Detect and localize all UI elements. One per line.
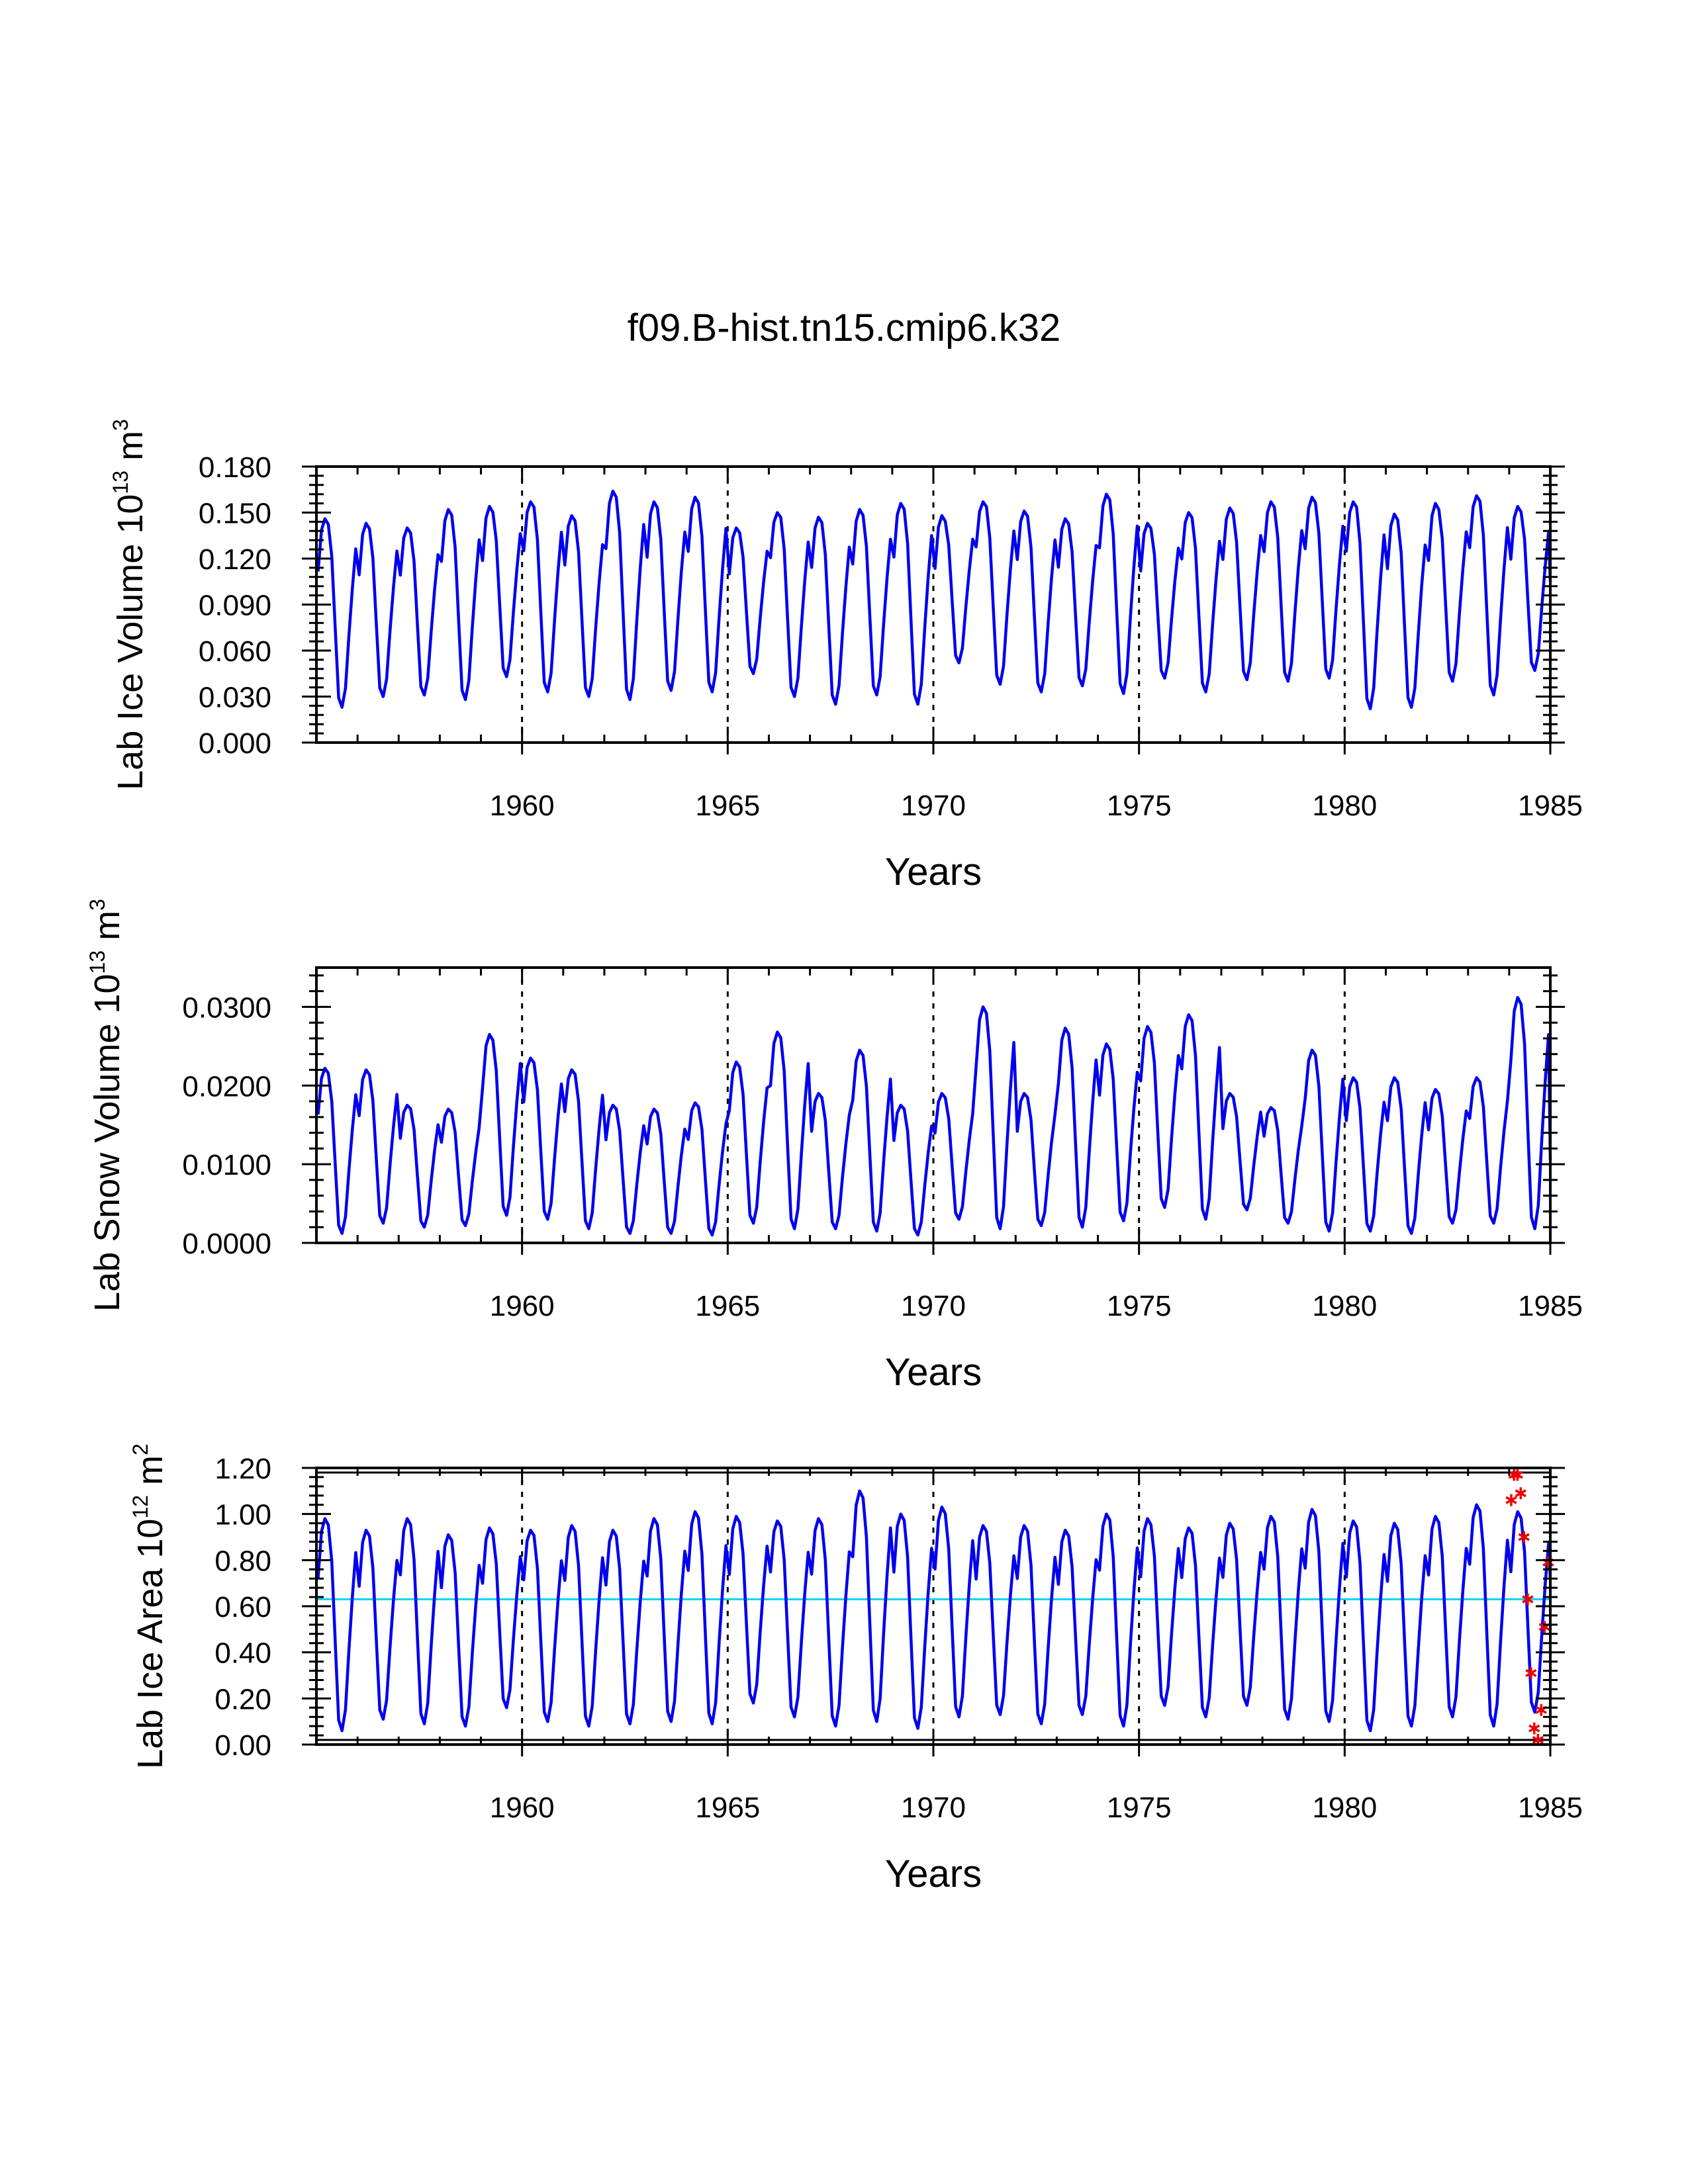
x-tick-label: 1980 (1312, 1290, 1377, 1322)
asterisk-stroke (1522, 1595, 1534, 1604)
y-tick-label: 0.60 (214, 1591, 271, 1623)
x-tick-label: 1970 (901, 790, 966, 822)
asterisk-stroke (1515, 1489, 1526, 1498)
plot-frame (315, 465, 1552, 744)
y-tick-label: 0.80 (214, 1545, 271, 1577)
panel-1: 1960 1965 1970 1975 1980 1985 0.000 0.030 0.060 0… (109, 419, 1583, 893)
x-tick-label: 1975 (1107, 790, 1172, 822)
x-tick-label: 1965 (695, 1792, 760, 1824)
y-axis-label: Lab Ice Area 1012 m2 (128, 1443, 170, 1769)
x-tick-label: 1960 (490, 1792, 555, 1824)
y-tick-label: 0.180 (199, 451, 271, 484)
asterisk-stroke (1528, 1724, 1540, 1733)
y-axis-label: Lab Ice Volume 1013 m3 (109, 419, 150, 790)
x-tick-label: 1980 (1312, 1792, 1377, 1824)
data-marker (1511, 1469, 1523, 1481)
y-tick-label: 0.00 (214, 1729, 271, 1762)
y-tick-label: 0.030 (199, 682, 271, 714)
panel-2: 1960 1965 1970 1975 1980 1985 0.0000 0.0100 0.02… (85, 899, 1583, 1394)
y-tick-label: 0.150 (199, 498, 271, 530)
y-tick-label: 1.00 (214, 1499, 271, 1531)
y-axis-label-part: 3 (109, 419, 132, 431)
y-axis-label-part: 13 (85, 950, 109, 974)
asterisk-stroke (1535, 1706, 1547, 1714)
data-marker (1515, 1487, 1526, 1500)
y-tick-label: 0.0000 (182, 1228, 271, 1260)
y-axis-label-part: m (87, 911, 127, 950)
x-tick-label: 1960 (490, 1290, 555, 1322)
x-tick-label: 1965 (695, 790, 760, 822)
x-tick-label: 1975 (1107, 1290, 1172, 1322)
asterisk-stroke (1505, 1496, 1517, 1504)
asterisk-stroke (1532, 1736, 1544, 1745)
data-series-line (316, 1489, 1552, 1733)
y-tick-label: 1.20 (214, 1453, 271, 1485)
x-tick-label: 1985 (1518, 1792, 1583, 1824)
y-tick-label: 0.060 (199, 635, 271, 668)
y-axis-label-part: 3 (85, 899, 109, 911)
data-marker (1505, 1494, 1517, 1506)
asterisk-stroke (1538, 1623, 1550, 1631)
x-tick-label: 1985 (1518, 1290, 1583, 1322)
data-marker (1518, 1531, 1530, 1543)
y-axis-label-part: m (130, 1455, 170, 1495)
y-axis-label-part: 13 (109, 471, 132, 494)
y-axis-label-part: 12 (128, 1495, 152, 1519)
data-marker (1542, 1556, 1554, 1569)
asterisk-stroke (1518, 1533, 1530, 1541)
y-axis-label-part: Lab Snow Volume 10 (87, 974, 127, 1312)
y-tick-label: 0.20 (214, 1683, 271, 1715)
asterisk-stroke (1525, 1669, 1537, 1678)
x-tick-label: 1985 (1518, 790, 1583, 822)
x-tick-label: 1970 (901, 1290, 966, 1322)
data-series-line (316, 489, 1552, 711)
x-tick-label: 1960 (490, 790, 555, 822)
x-tick-label: 1965 (695, 1290, 760, 1322)
data-marker (1522, 1593, 1534, 1606)
data-series-line (316, 995, 1552, 1237)
data-marker (1528, 1722, 1540, 1735)
y-tick-label: 0.0100 (182, 1149, 271, 1181)
y-axis-label-part: m (111, 431, 150, 471)
y-axis-label-part: 2 (128, 1443, 152, 1455)
y-tick-label: 0.40 (214, 1637, 271, 1670)
data-marker (1525, 1667, 1537, 1680)
y-tick-label: 0.120 (199, 543, 271, 576)
x-axis-label: Years (885, 850, 982, 893)
data-marker (1535, 1704, 1547, 1716)
y-axis-label-part: Lab Ice Volume 10 (111, 494, 150, 790)
chart-title: f09.B-hist.tn15.cmip6.k32 (628, 306, 1060, 349)
y-axis-label: Lab Snow Volume 1013 m3 (85, 899, 127, 1312)
y-tick-label: 0.0200 (182, 1070, 271, 1103)
asterisk-stroke (1511, 1471, 1523, 1479)
x-axis-label: Years (885, 1852, 982, 1895)
x-tick-label: 1970 (901, 1792, 966, 1824)
y-tick-label: 0.0300 (182, 991, 271, 1024)
x-tick-label: 1975 (1107, 1792, 1172, 1824)
panel-3: 1960 1965 1970 1975 1980 1985 0.00 0.20 0.40 0.60… (128, 1443, 1583, 1895)
y-axis-label-part: Lab Ice Area 10 (130, 1519, 170, 1769)
y-tick-label: 0.000 (199, 727, 271, 760)
x-axis-label: Years (885, 1351, 982, 1394)
panels: 1960 1965 1970 1975 1980 1985 0.000 0.030 0.060 0… (85, 419, 1583, 1895)
y-tick-label: 0.090 (199, 590, 271, 622)
x-tick-label: 1980 (1312, 790, 1377, 822)
